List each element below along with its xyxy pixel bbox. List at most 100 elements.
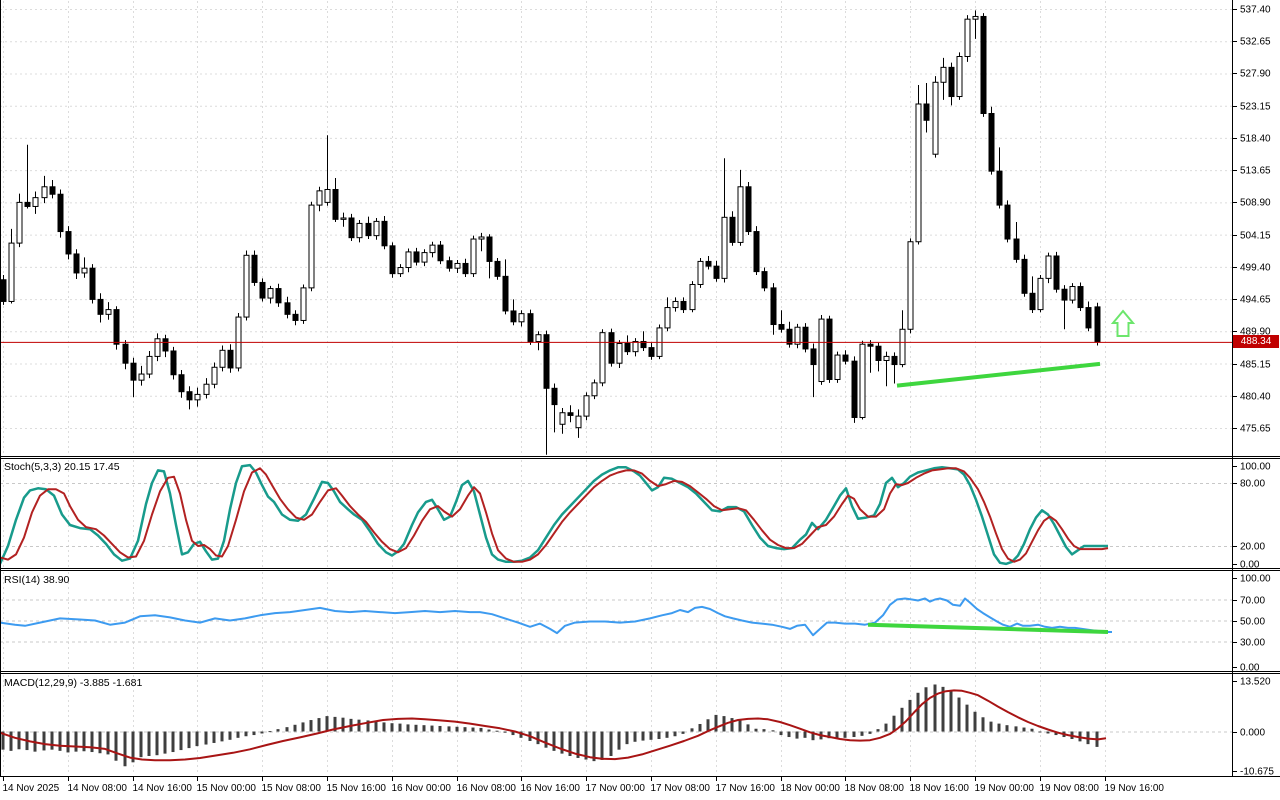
macd-histogram-bar [325,716,329,732]
macd-histogram-bar [114,731,118,761]
candle-bullish [454,262,461,269]
candle-bullish [794,326,801,345]
macd-histogram-bar [900,707,904,732]
time-scale[interactable]: 14 Nov 2025 14 Nov 08:00 14 Nov 16:00 15 No… [3,777,1165,794]
candle-bullish [1069,286,1076,301]
time-tick-label: 17 Nov 08:00 [651,783,711,794]
macd-histogram-bar [989,721,993,732]
macd-histogram-bar [738,720,742,732]
macd-histogram-bar [285,727,289,732]
candle-bullish [16,201,23,244]
macd-histogram-bar [1054,731,1058,736]
macd-histogram-bar [981,717,985,732]
axis-tick-label: 489.90 [1240,327,1271,338]
macd-histogram-bar [58,731,62,751]
candlestick-panel[interactable] [0,10,1232,455]
candle-bullish [203,383,210,395]
candle-bullish [470,238,477,275]
candle-bullish [478,236,485,240]
candle-bearish [292,313,299,321]
candle-bearish [502,275,509,312]
candle-bullish [818,318,825,383]
macd-histogram-bar [762,729,766,732]
price-scale[interactable]: 537.40 532.65 527.90 523.15 518.40 513.65 508.… [1232,5,1274,778]
macd-histogram-bar [795,731,799,739]
candle-bearish [122,343,129,364]
stochastic-panel[interactable] [0,463,1109,566]
candle-bearish [1053,255,1060,290]
candle-bearish [1061,288,1068,301]
candle-bullish [8,242,15,302]
candle-bearish [802,326,809,350]
macd-histogram-bar [730,718,734,732]
candle-bearish [543,334,550,389]
axis-tick-label: 504.15 [1240,231,1271,242]
candle-bearish [130,362,137,381]
candle-bearish [284,302,291,315]
candle-bearish [786,328,793,345]
macd-histogram-bar [123,731,127,767]
candle-bullish [932,81,939,155]
candle-bearish [745,186,752,233]
candle-bearish [640,340,647,349]
macd-histogram-bar [868,731,872,734]
macd-histogram-bar [463,727,467,732]
macd-histogram-bar [771,730,775,732]
candle-bearish [73,253,80,274]
macd-histogram-bar [552,731,556,751]
macd-histogram-bar [406,724,410,732]
candle-bearish [0,279,7,302]
rsi-line [0,597,1112,637]
axis-tick-label: 523.15 [1240,102,1271,113]
macd-histogram-bar [633,731,637,742]
macd-histogram-bar [835,731,839,740]
macd-histogram-bar [204,731,208,745]
macd-histogram-bar [852,731,856,738]
macd-histogram-bar [187,731,191,749]
rsi-trendline[interactable] [867,622,1109,635]
candle-bearish [753,231,760,273]
axis-tick-label: 80.00 [1240,479,1265,490]
rsi-panel[interactable] [0,597,1112,637]
macd-histogram-bar [957,697,961,732]
price-trendline[interactable] [896,361,1101,388]
macd-histogram-bar [252,731,256,736]
macd-histogram-bar [665,731,669,738]
macd-histogram-bar [398,723,402,732]
macd-histogram-bar [965,704,969,732]
candle-bearish [332,188,339,220]
time-tick-label: 14 Nov 2025 [3,783,60,794]
time-tick-label: 15 Nov 16:00 [327,783,387,794]
macd-histogram-bar [657,731,661,740]
time-tick-label: 19 Nov 16:00 [1105,783,1165,794]
macd-panel[interactable] [0,684,1107,767]
macd-histogram-bar [374,721,378,732]
macd-histogram-bar [1014,726,1018,732]
axis-tick-label: 499.40 [1240,263,1271,274]
up-arrow-icon[interactable] [1110,309,1136,337]
candle-bullish [915,103,922,243]
candle-bearish [97,298,104,315]
candle-bearish [1029,292,1036,311]
candle-bullish [41,186,48,199]
candle-bearish [170,350,177,376]
macd-histogram-bar [9,731,13,751]
candle-bearish [510,310,517,323]
macd-histogram-bar [876,729,880,732]
macd-histogram-bar [779,731,783,736]
macd-histogram-bar [949,690,953,732]
macd-histogram-bar [1030,728,1034,732]
macd-histogram-bar [1005,725,1009,732]
macd-histogram-bar [884,723,888,732]
macd-histogram-bar [333,716,337,732]
macd-histogram-bar [195,731,199,747]
macd-histogram-bar [430,725,434,732]
macd-histogram-bar [228,731,232,740]
time-tick-label: 14 Nov 08:00 [68,783,128,794]
macd-histogram-bar [260,731,264,734]
candle-bearish [365,222,372,237]
candle-bearish [1094,306,1101,343]
axis-tick-label: -10.675 [1240,767,1274,778]
